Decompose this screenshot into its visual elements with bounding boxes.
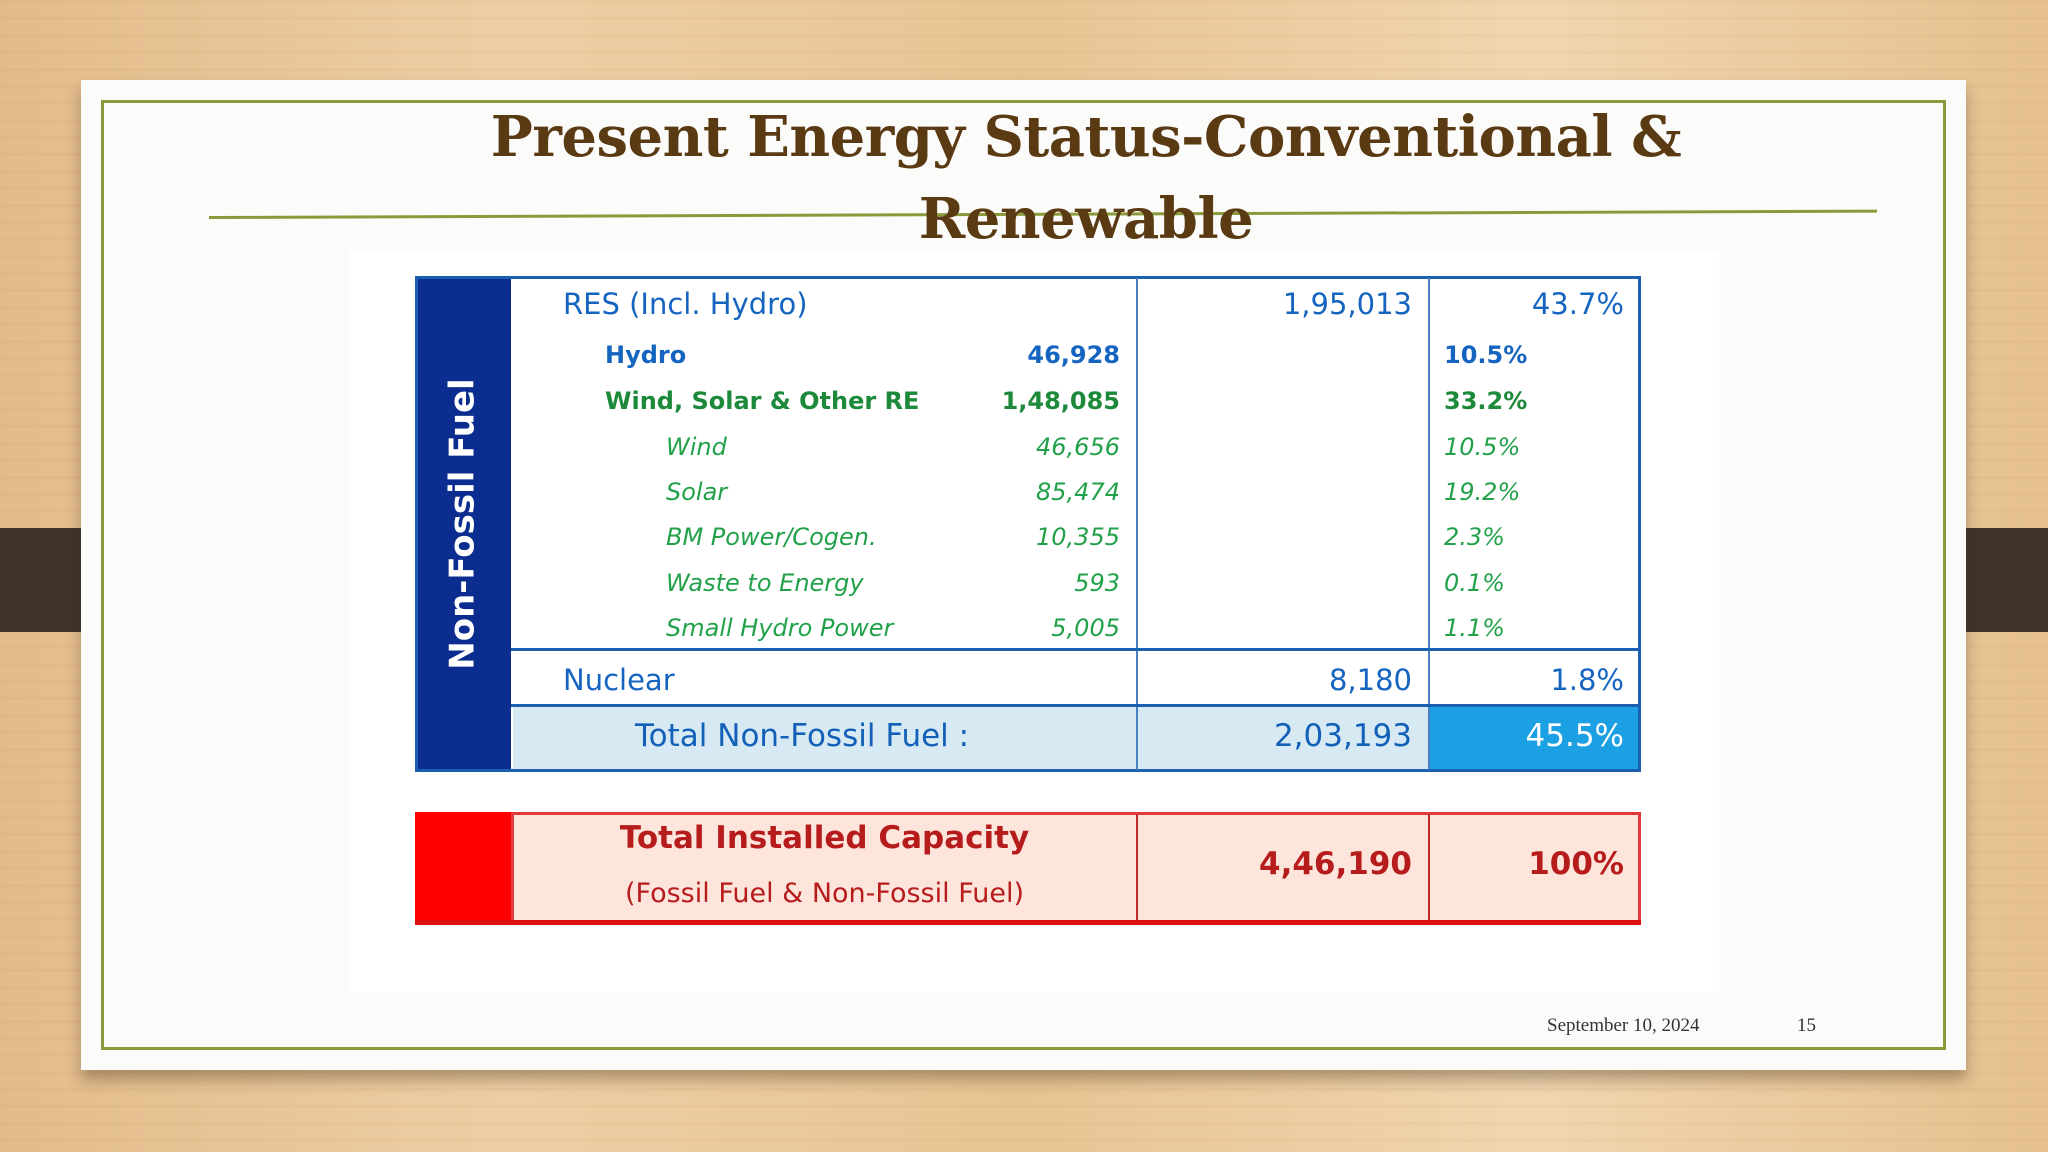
total-nff-pct: 45.5% xyxy=(1525,718,1624,754)
red-bottom-rule xyxy=(415,920,1641,925)
item-label: BM Power/Cogen. xyxy=(666,523,877,551)
item-pct: 10.5% xyxy=(1444,433,1521,461)
total-row-bg xyxy=(513,707,1136,769)
item-value: 5,005 xyxy=(1051,614,1120,642)
red-side-bar xyxy=(415,812,513,924)
item-pct: 1.1% xyxy=(1444,614,1505,642)
total-installed-value: 4,46,190 xyxy=(1259,846,1412,882)
item-label: Small Hydro Power xyxy=(666,614,894,642)
total-installed-pct: 100% xyxy=(1528,846,1624,882)
total-value-bg xyxy=(1138,707,1428,769)
nuclear-label: Nuclear xyxy=(563,663,675,697)
total-nff-label: Total Non-Fossil Fuel : xyxy=(635,718,970,754)
total-installed-sublabel: (Fossil Fuel & Non-Fossil Fuel) xyxy=(624,878,1025,909)
item-label: Wind xyxy=(666,433,727,461)
res-value: 1,95,013 xyxy=(1282,287,1412,321)
res-pct: 43.7% xyxy=(1531,287,1624,321)
item-pct: 19.2% xyxy=(1444,478,1521,506)
item-label: Waste to Energy xyxy=(666,569,864,597)
res-label: RES (Incl. Hydro) xyxy=(563,287,808,321)
col-divider-2 xyxy=(1428,278,1430,770)
item-value: 46,656 xyxy=(1036,433,1120,461)
footer-date: September 10, 2024 xyxy=(1547,1015,1700,1036)
total-installed-label: Total Installed Capacity xyxy=(619,820,1030,856)
hydro-value: 46,928 xyxy=(1027,341,1120,369)
hydro-label: Hydro xyxy=(605,341,687,369)
nuclear-pct: 1.8% xyxy=(1550,663,1624,697)
wsre-pct: 33.2% xyxy=(1444,387,1528,415)
hydro-pct: 10.5% xyxy=(1444,341,1528,369)
wsre-label: Wind, Solar & Other RE xyxy=(605,387,920,415)
slide-title: Present Energy Status-Conventional & Ren… xyxy=(490,104,1682,252)
total-nff-value: 2,03,193 xyxy=(1273,718,1412,754)
item-value: 85,474 xyxy=(1036,478,1120,506)
wsre-value: 1,48,085 xyxy=(1001,387,1120,415)
page-number: 15 xyxy=(1797,1015,1816,1036)
row-divider-total xyxy=(511,704,1641,707)
row-divider-nuclear xyxy=(511,648,1641,651)
item-pct: 2.3% xyxy=(1444,523,1505,551)
item-pct: 0.1% xyxy=(1444,569,1505,597)
total-pct-bg xyxy=(1430,707,1638,769)
red-col-divider-1 xyxy=(1136,814,1138,922)
nuclear-value: 8,180 xyxy=(1328,663,1412,697)
slide-frame xyxy=(101,100,1946,1050)
item-label: Solar xyxy=(666,478,728,506)
red-col-divider-2 xyxy=(1428,814,1430,922)
col-divider-1 xyxy=(1136,278,1138,770)
item-value: 593 xyxy=(1074,569,1120,597)
item-value: 10,355 xyxy=(1036,523,1120,551)
side-bar xyxy=(415,277,511,770)
nff-table-border xyxy=(415,276,1641,772)
